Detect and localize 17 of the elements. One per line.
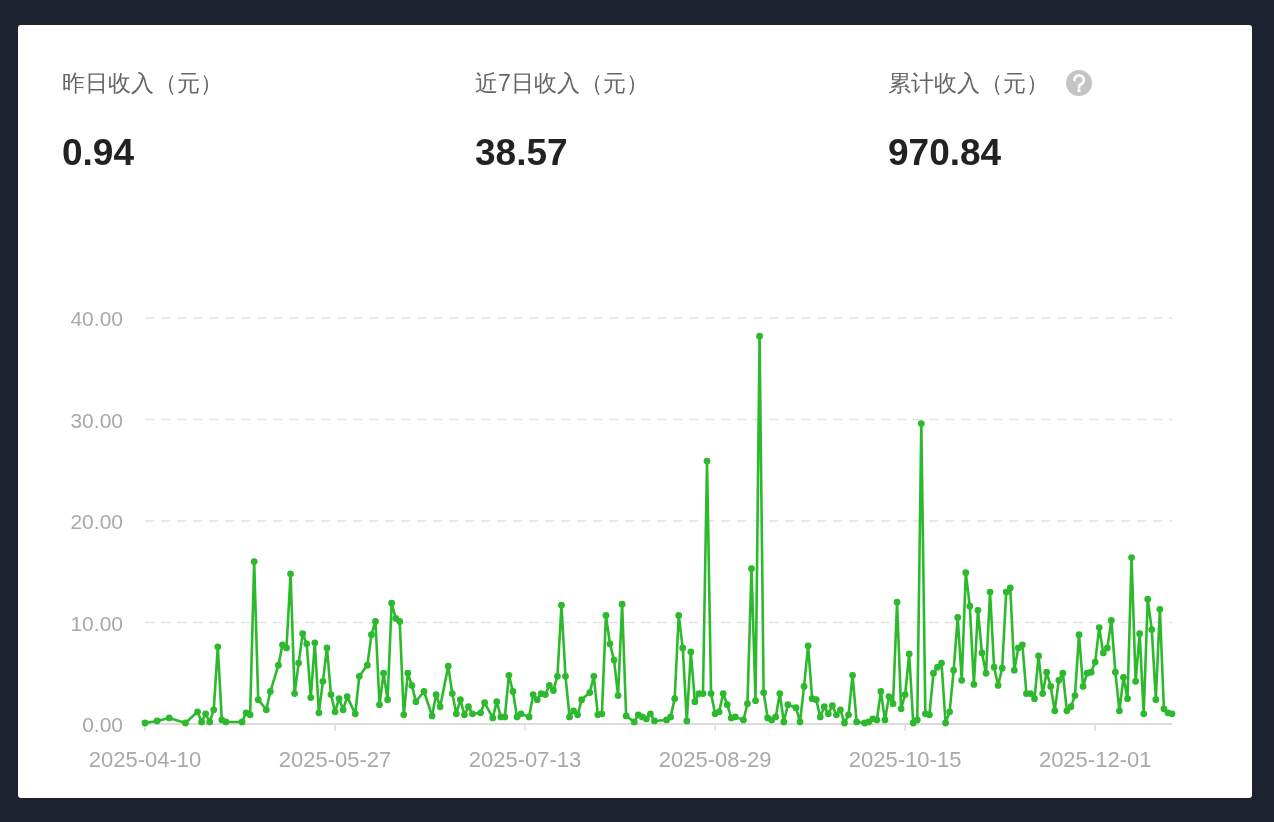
y-tick-label: 30.00 bbox=[70, 408, 123, 431]
category-label: 近7日收入（元） bbox=[475, 70, 649, 96]
data-label: 970.84 bbox=[888, 131, 1002, 173]
x-tick-label: 2025-07-13 bbox=[468, 746, 582, 772]
x-tick-label: 2025-08-29 bbox=[658, 746, 772, 772]
x-tick-label: 2025-04-10 bbox=[88, 746, 202, 772]
data-label: 0.94 bbox=[62, 131, 135, 173]
y-tick-label: 20.00 bbox=[70, 509, 123, 533]
y-tick-label: 10.00 bbox=[70, 611, 123, 634]
category-label: 累计收入（元） bbox=[888, 70, 1049, 96]
x-tick-label: 2025-10-15 bbox=[848, 746, 962, 772]
y-tick-label: 0.00 bbox=[82, 712, 123, 736]
category-label: 昨日收入（元） bbox=[62, 70, 223, 96]
y-tick-label: 40.00 bbox=[70, 306, 123, 330]
x-tick-label: 2025-12-01 bbox=[1038, 746, 1152, 772]
x-tick-label: 2025-05-27 bbox=[278, 746, 392, 772]
data-label: 38.57 bbox=[475, 131, 568, 173]
